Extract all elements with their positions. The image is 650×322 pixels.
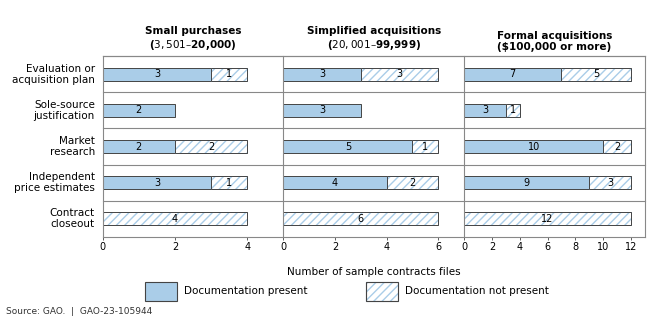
Bar <box>103 68 211 81</box>
Bar <box>562 68 631 81</box>
Text: 7: 7 <box>510 69 516 80</box>
Text: Small purchases
($3,501–$20,000): Small purchases ($3,501–$20,000) <box>145 26 241 52</box>
Bar <box>283 212 438 225</box>
Text: 1: 1 <box>226 69 232 80</box>
Bar <box>589 176 631 189</box>
Bar <box>145 282 177 301</box>
Text: Independent
price estimates: Independent price estimates <box>14 172 95 194</box>
Bar <box>211 176 247 189</box>
Bar <box>283 212 438 225</box>
Text: 10: 10 <box>527 141 540 152</box>
Text: 1: 1 <box>422 141 428 152</box>
Bar <box>211 68 247 81</box>
Text: 2: 2 <box>136 105 142 116</box>
Bar <box>464 176 589 189</box>
Text: 2: 2 <box>136 141 142 152</box>
Bar <box>103 140 175 153</box>
Bar <box>603 140 631 153</box>
Text: 3: 3 <box>154 69 160 80</box>
Bar <box>464 104 506 117</box>
Text: 3: 3 <box>319 69 325 80</box>
Bar <box>211 176 247 189</box>
Bar <box>464 212 631 225</box>
Text: Formal acquisitions
($100,000 or more): Formal acquisitions ($100,000 or more) <box>497 31 612 52</box>
Text: 3: 3 <box>607 177 613 188</box>
Bar <box>464 212 631 225</box>
Text: 3: 3 <box>482 105 488 116</box>
Text: 4: 4 <box>172 213 178 224</box>
Bar <box>387 176 438 189</box>
Text: Contract
closeout: Contract closeout <box>50 208 95 230</box>
Text: 9: 9 <box>524 177 530 188</box>
Text: Documentation not present: Documentation not present <box>405 286 549 297</box>
Text: 3: 3 <box>396 69 402 80</box>
Bar <box>366 282 398 301</box>
Bar <box>361 68 438 81</box>
Bar <box>283 140 413 153</box>
Bar <box>464 68 562 81</box>
Bar <box>103 212 247 225</box>
Bar <box>283 68 361 81</box>
Text: 3: 3 <box>154 177 160 188</box>
Bar <box>175 140 247 153</box>
Text: Evaluation or
acquisition plan: Evaluation or acquisition plan <box>12 63 95 85</box>
Text: Simplified acquisitions
($20,001–$99,999): Simplified acquisitions ($20,001–$99,999… <box>307 26 441 52</box>
Bar <box>589 176 631 189</box>
Text: 4: 4 <box>332 177 338 188</box>
Text: Source: GAO.  |  GAO-23-105944: Source: GAO. | GAO-23-105944 <box>6 307 153 316</box>
Bar <box>413 140 438 153</box>
Bar <box>603 140 631 153</box>
Text: 1: 1 <box>226 177 232 188</box>
Text: 5: 5 <box>593 69 599 80</box>
Text: Number of sample contracts files: Number of sample contracts files <box>287 267 461 277</box>
Bar <box>413 140 438 153</box>
Text: Market
research: Market research <box>49 136 95 157</box>
Text: 1: 1 <box>510 105 516 116</box>
Bar <box>506 104 520 117</box>
Bar <box>361 68 438 81</box>
Bar <box>175 140 247 153</box>
Bar <box>103 104 175 117</box>
Bar <box>464 140 603 153</box>
Text: 2: 2 <box>410 177 415 188</box>
Text: 3: 3 <box>319 105 325 116</box>
Bar <box>283 176 387 189</box>
Bar <box>506 104 520 117</box>
Bar <box>103 212 247 225</box>
Text: 2: 2 <box>208 141 214 152</box>
Text: 2: 2 <box>614 141 620 152</box>
Text: Documentation present: Documentation present <box>184 286 307 297</box>
Bar <box>103 176 211 189</box>
Text: 6: 6 <box>358 213 364 224</box>
Text: 5: 5 <box>344 141 351 152</box>
Bar <box>387 176 438 189</box>
Bar <box>283 104 361 117</box>
Text: 12: 12 <box>541 213 554 224</box>
Bar <box>562 68 631 81</box>
Bar <box>211 68 247 81</box>
Bar <box>366 282 398 301</box>
Text: Sole-source
justification: Sole-source justification <box>34 99 95 121</box>
